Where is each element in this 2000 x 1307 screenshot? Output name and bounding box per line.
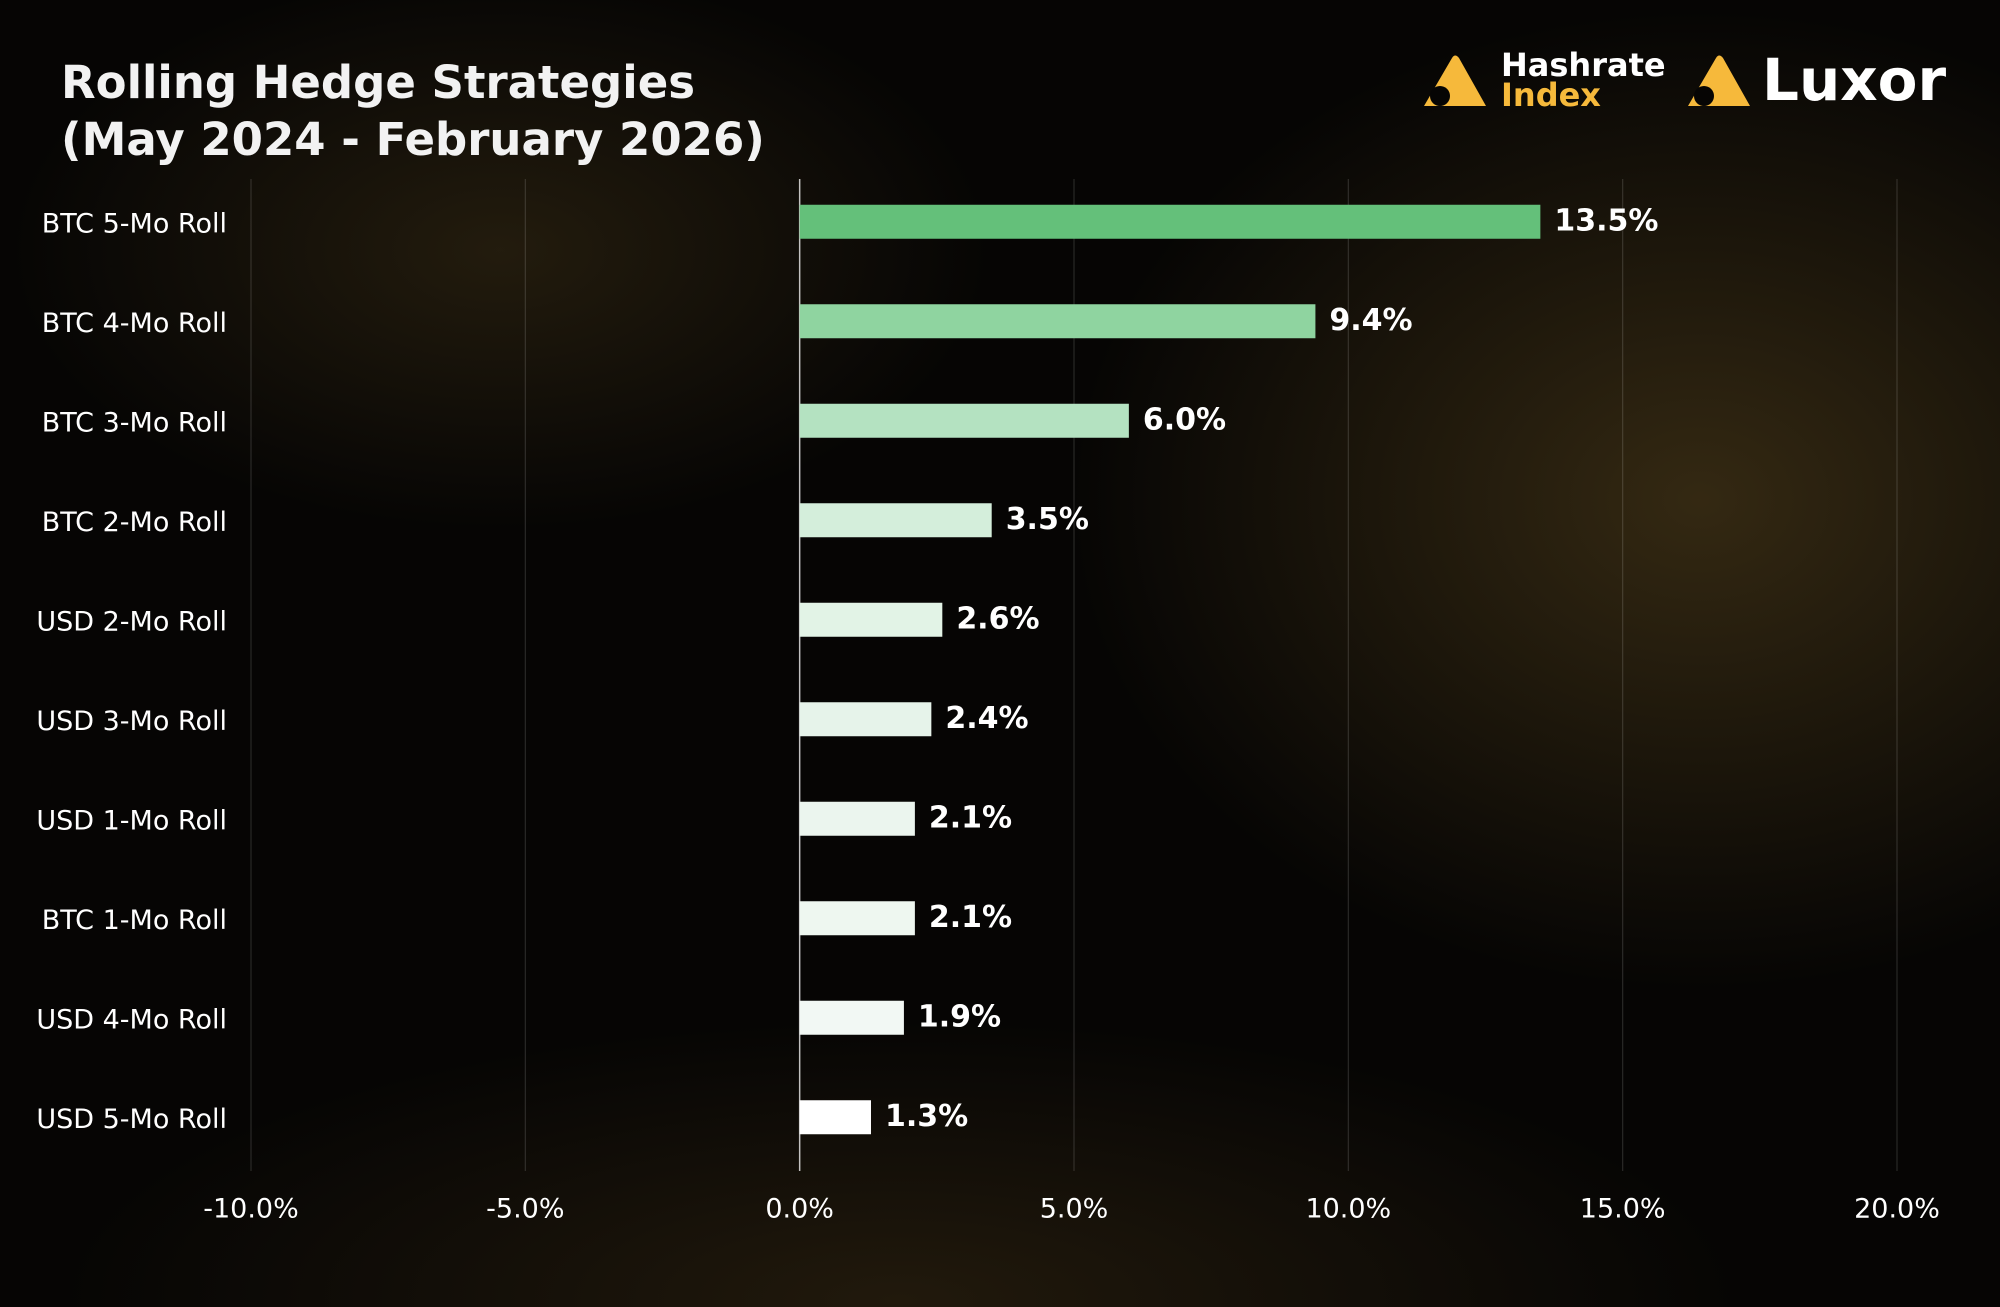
category-label: BTC 2-Mo Roll	[42, 507, 227, 538]
bar	[799, 702, 932, 737]
category-label: BTC 3-Mo Roll	[42, 407, 227, 438]
value-label: 13.5%	[1554, 203, 1658, 238]
value-label: 2.1%	[929, 800, 1012, 835]
value-label: 1.9%	[918, 999, 1001, 1034]
bar	[799, 901, 915, 936]
bar	[799, 204, 1541, 239]
x-tick-label: 0.0%	[765, 1194, 834, 1225]
bar	[799, 503, 992, 538]
category-label: BTC 5-Mo Roll	[42, 208, 227, 239]
chart-subtitle: (May 2024 - February 2026)	[61, 113, 765, 166]
value-label: 3.5%	[1006, 502, 1089, 537]
category-label: USD 5-Mo Roll	[36, 1104, 227, 1135]
brand-hashrate: Hashrate	[1501, 46, 1666, 84]
brand-index: Index	[1501, 76, 1601, 114]
bar	[799, 801, 915, 836]
x-tick-label: -10.0%	[203, 1194, 299, 1225]
hashrate-logo: Hashrate Index	[1424, 46, 1666, 114]
value-label: 6.0%	[1143, 402, 1226, 437]
category-label: USD 3-Mo Roll	[36, 706, 227, 737]
bar	[799, 403, 1129, 438]
value-label: 2.1%	[929, 900, 1012, 935]
value-label: 2.4%	[945, 701, 1028, 736]
value-label: 2.6%	[956, 601, 1039, 636]
value-label: 1.3%	[885, 1099, 968, 1134]
chart-title: Rolling Hedge Strategies	[61, 56, 695, 109]
category-label: USD 1-Mo Roll	[36, 805, 227, 836]
bar	[799, 1000, 904, 1035]
category-label: USD 4-Mo Roll	[36, 1004, 227, 1035]
category-label: BTC 4-Mo Roll	[42, 308, 227, 339]
bar	[799, 1100, 871, 1135]
value-label: 9.4%	[1329, 303, 1412, 338]
x-tick-label: -5.0%	[486, 1194, 564, 1225]
logo-icon-cut	[1694, 86, 1714, 106]
x-tick-label: 10.0%	[1305, 1194, 1391, 1225]
x-tick-label: 5.0%	[1040, 1194, 1109, 1225]
luxor-logo: Luxor	[1688, 46, 1947, 114]
brand-luxor: Luxor	[1762, 46, 1947, 114]
bar	[799, 602, 943, 637]
x-tick-label: 15.0%	[1580, 1194, 1666, 1225]
category-label: USD 2-Mo Roll	[36, 606, 227, 637]
category-label: BTC 1-Mo Roll	[42, 905, 227, 936]
x-tick-label: 20.0%	[1854, 1194, 1940, 1225]
bar	[799, 304, 1316, 339]
logo-icon-cut	[1430, 86, 1450, 106]
